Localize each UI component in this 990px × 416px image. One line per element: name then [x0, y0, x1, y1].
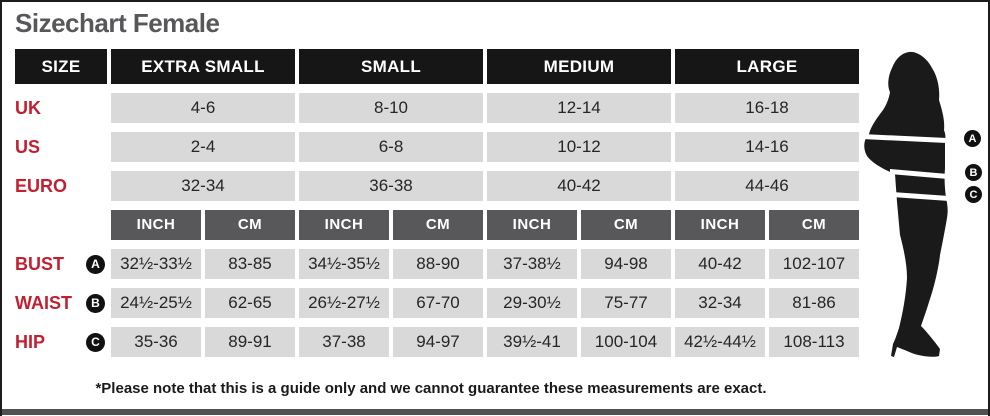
unit-row-spacer — [15, 210, 107, 240]
table-cell: 75-77 — [581, 288, 671, 318]
table-cell: 36-38 — [299, 171, 483, 201]
row-label-text: HIP — [15, 331, 46, 352]
unit-header-cm: CM — [769, 210, 859, 240]
row-label-euro: EURO — [15, 175, 68, 196]
row-label-text: WAIST — [15, 292, 72, 313]
table-cell: 32-34 — [111, 171, 295, 201]
table-cell: 42½-44½ — [675, 327, 765, 357]
table-cell: 34½-35½ — [299, 249, 389, 279]
column-header-size: SIZE — [15, 49, 107, 84]
unit-header-inch: INCH — [675, 210, 765, 240]
table-cell: 39½-41 — [487, 327, 577, 357]
table-cell: 37-38½ — [487, 249, 577, 279]
table-cell: 81-86 — [769, 288, 859, 318]
row-label-uk: UK — [15, 97, 41, 118]
table-cell: 2-4 — [111, 132, 295, 162]
table-cell: 24½-25½ — [111, 288, 201, 318]
table-cell: 35-36 — [111, 327, 201, 357]
table-cell: 40-42 — [487, 171, 671, 201]
bottom-border-bar — [2, 409, 988, 415]
table-cell: 40-42 — [675, 249, 765, 279]
row-label-us: US — [15, 136, 41, 157]
bust-measure-line — [862, 134, 947, 143]
table-cell: 37-38 — [299, 327, 389, 357]
waist-measure-line — [890, 169, 948, 179]
size-table: SIZE EXTRA SMALL SMALL MEDIUM LARGE UK 4… — [15, 49, 859, 357]
unit-header-cm: CM — [581, 210, 671, 240]
table-cell: 32½-33½ — [111, 249, 201, 279]
table-cell: 12-14 — [487, 93, 671, 123]
marker-b-badge: B — [86, 293, 105, 313]
table-cell: 44-46 — [675, 171, 859, 201]
unit-header-inch: INCH — [487, 210, 577, 240]
table-cell: 100-104 — [581, 327, 671, 357]
table-cell: 94-97 — [393, 327, 483, 357]
table-cell: 26½-27½ — [299, 288, 389, 318]
table-cell: 88-90 — [393, 249, 483, 279]
figure-marker-b-badge: B — [965, 164, 982, 181]
table-cell: 94-98 — [581, 249, 671, 279]
female-silhouette — [862, 51, 949, 357]
unit-header-cm: CM — [205, 210, 295, 240]
footnote: *Please note that this is a guide only a… — [95, 380, 767, 397]
table-cell: 14-16 — [675, 132, 859, 162]
marker-c-badge: C — [86, 332, 105, 352]
table-cell: 8-10 — [299, 93, 483, 123]
table-cell: 102-107 — [769, 249, 859, 279]
hip-measure-line — [892, 192, 949, 201]
table-cell: 32-34 — [675, 288, 765, 318]
figure-marker-c-badge: C — [965, 186, 982, 203]
marker-a-badge: A — [86, 254, 105, 274]
row-label-text: BUST — [15, 253, 64, 274]
table-cell: 67-70 — [393, 288, 483, 318]
unit-header-inch: INCH — [111, 210, 201, 240]
figure-marker-a-badge: A — [964, 130, 981, 147]
column-header-large: LARGE — [675, 49, 859, 84]
table-cell: 16-18 — [675, 93, 859, 123]
page-title: Sizechart Female — [15, 8, 220, 38]
unit-header-cm: CM — [393, 210, 483, 240]
table-cell: 83-85 — [205, 249, 295, 279]
column-header-extra-small: EXTRA SMALL — [111, 49, 295, 84]
column-header-medium: MEDIUM — [487, 49, 671, 84]
table-cell: 108-113 — [769, 327, 859, 357]
row-label-waist: WAIST B — [15, 288, 107, 318]
table-cell: 29-30½ — [487, 288, 577, 318]
unit-header-inch: INCH — [299, 210, 389, 240]
row-label-hip: HIP C — [15, 327, 107, 357]
table-cell: 62-65 — [205, 288, 295, 318]
table-cell: 6-8 — [299, 132, 483, 162]
table-cell: 89-91 — [205, 327, 295, 357]
table-cell: 4-6 — [111, 93, 295, 123]
row-label-bust: BUST A — [15, 249, 107, 279]
table-cell: 10-12 — [487, 132, 671, 162]
column-header-small: SMALL — [299, 49, 483, 84]
